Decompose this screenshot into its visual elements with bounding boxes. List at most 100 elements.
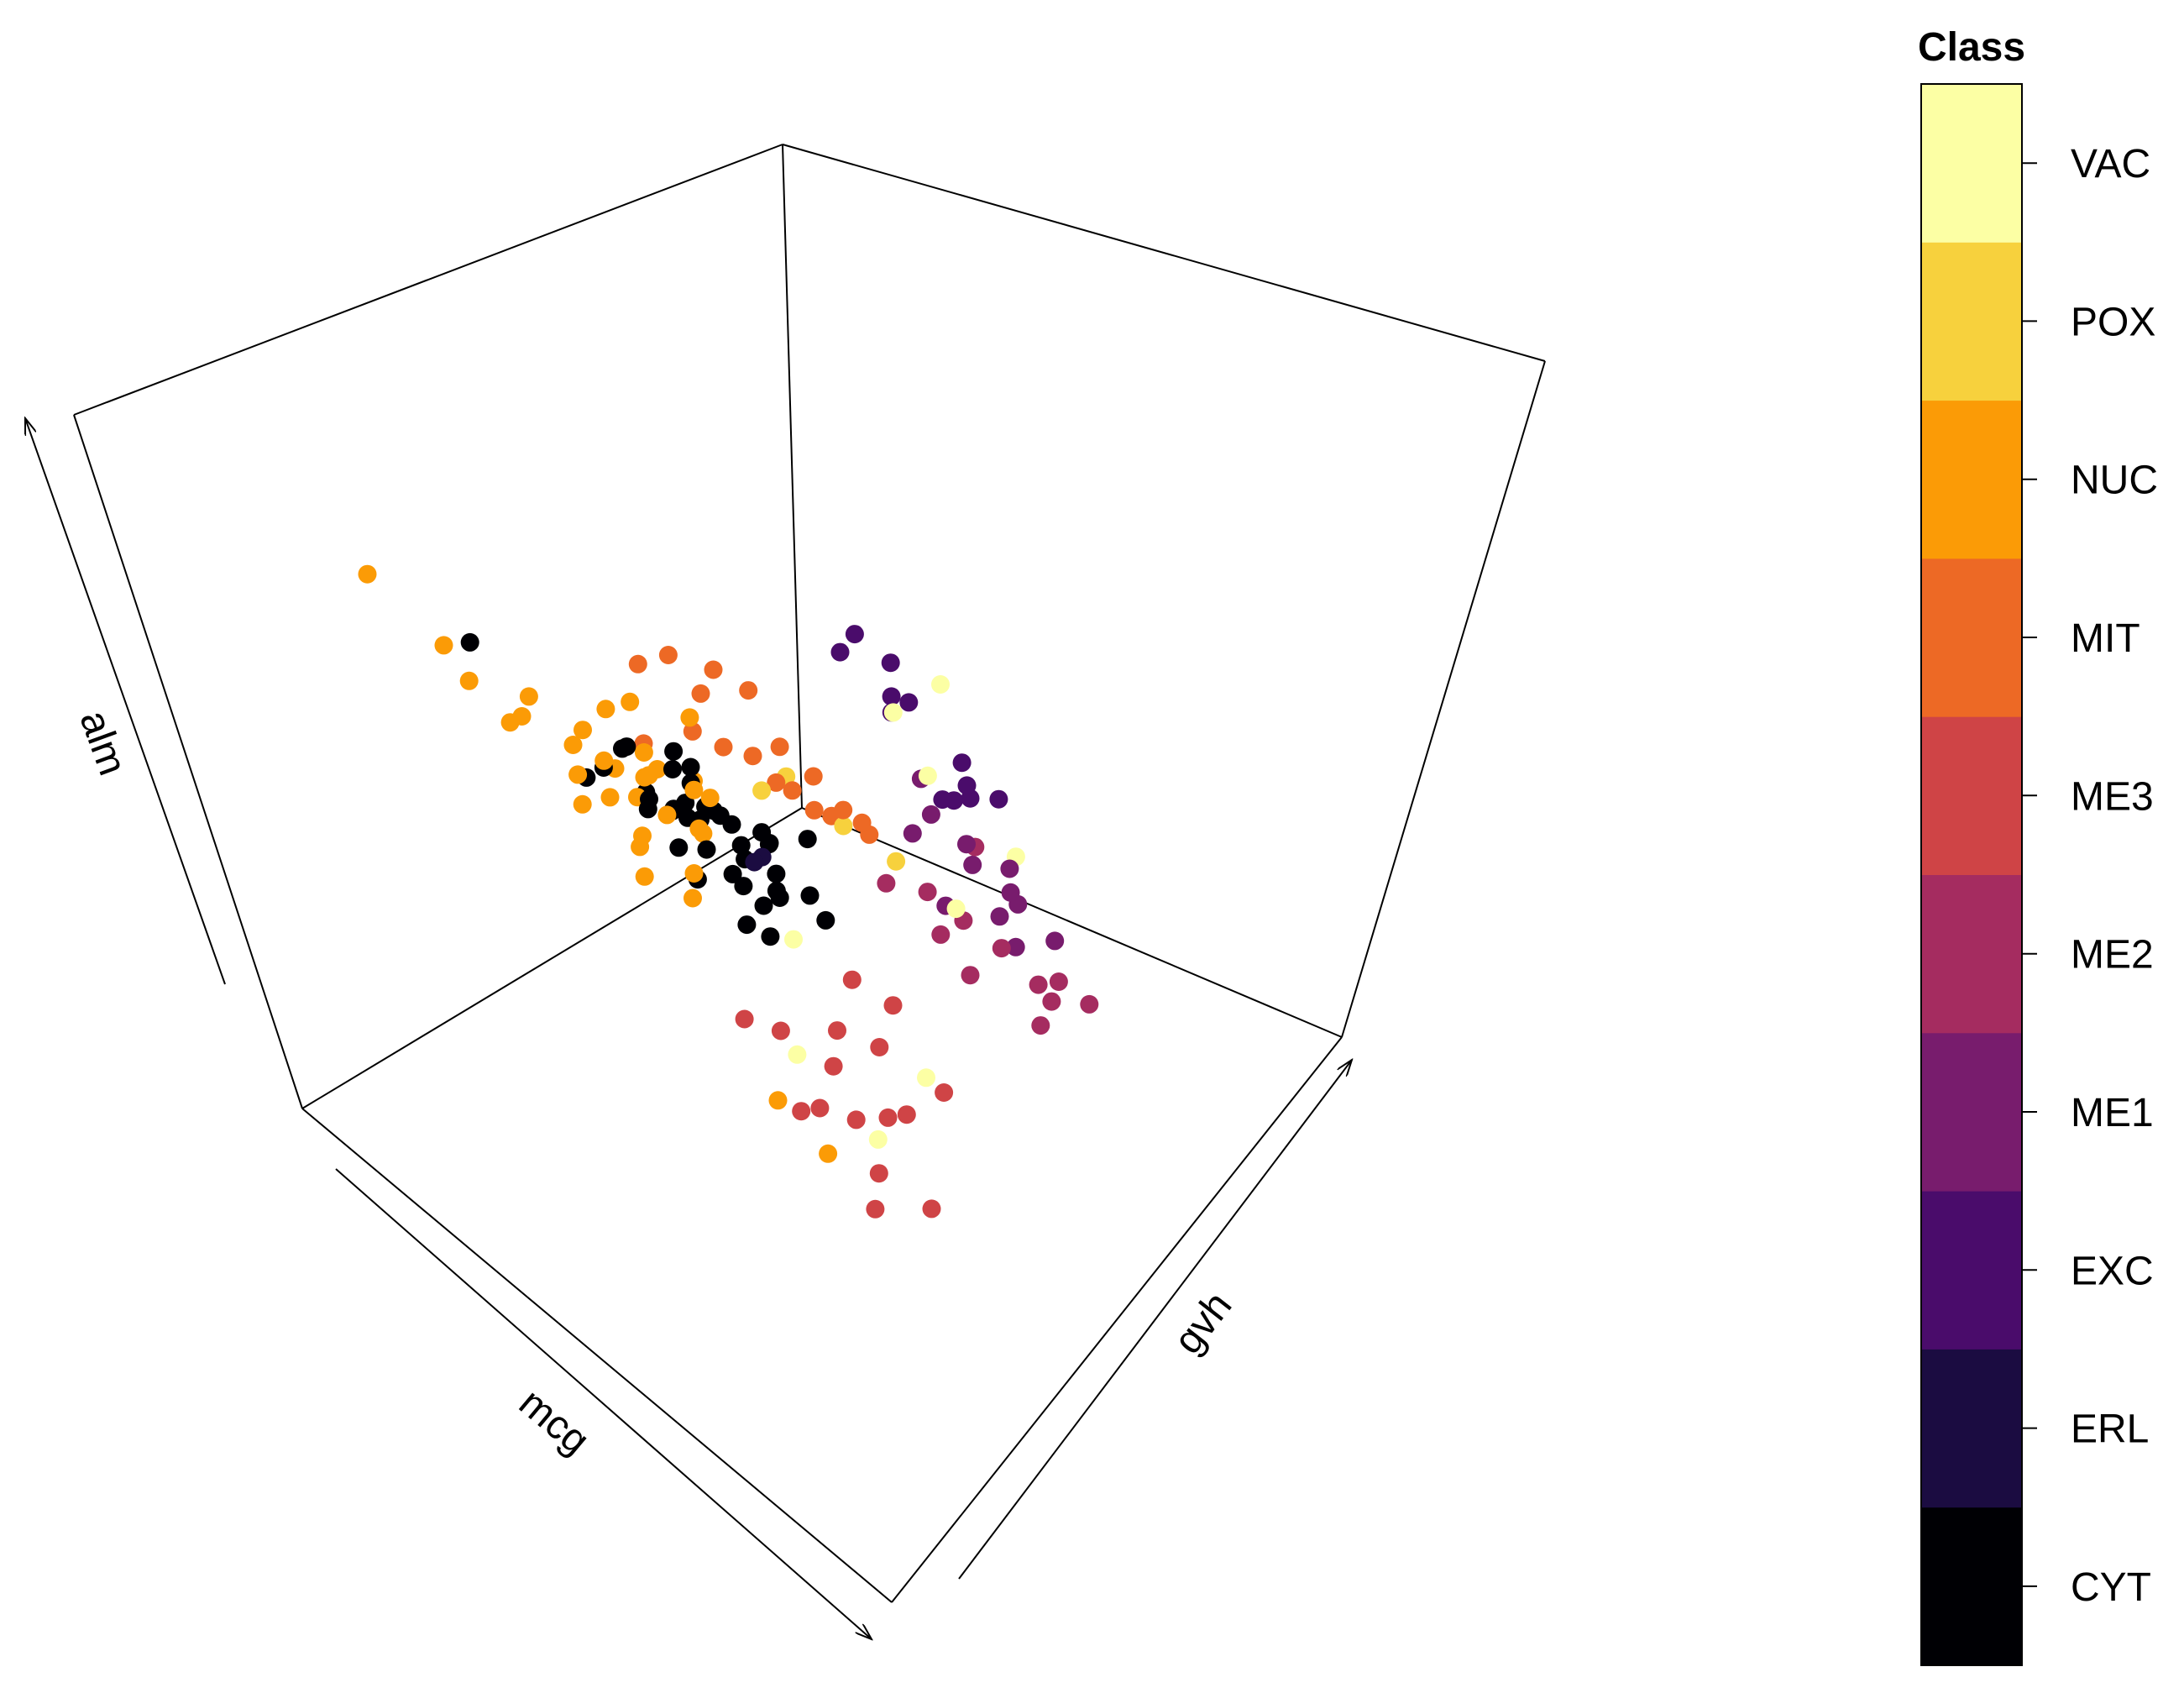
box-edge — [301, 807, 803, 1109]
legend-label-me3: ME3 — [2071, 774, 2154, 819]
data-point-mit — [804, 800, 824, 820]
box-edge — [801, 807, 1343, 1038]
data-point-me2 — [1029, 975, 1048, 994]
data-point-mit — [628, 654, 647, 674]
legend-label-exc: EXC — [2071, 1249, 2154, 1293]
data-point-me3 — [897, 1105, 916, 1124]
legend-colorbar-border — [1920, 83, 2023, 1666]
data-point-me3 — [828, 1021, 846, 1040]
data-point-nuc — [621, 692, 640, 711]
data-point-mit — [704, 660, 723, 679]
legend-swatch-cyt — [1921, 1507, 2022, 1666]
data-point-cyt — [754, 896, 773, 915]
data-point-cyt — [681, 757, 700, 777]
mcg-axis-arrow — [335, 1168, 872, 1639]
data-point-nuc — [680, 708, 699, 727]
data-point-nuc — [459, 671, 479, 690]
legend-label-cyt: CYT — [2071, 1565, 2151, 1610]
legend-label-erl: ERL — [2071, 1407, 2149, 1452]
data-point-me1 — [957, 835, 976, 854]
legend: Class CYT ERL EXC ME1 ME2 ME3 MIT NUC POX VAC — [1918, 25, 2158, 1666]
legend-swatch-exc — [1921, 1191, 2022, 1350]
data-point-nuc — [768, 1091, 788, 1110]
data-point-cyt — [710, 806, 730, 826]
data-point-me3 — [866, 1199, 885, 1219]
data-point-cyt — [664, 742, 683, 761]
data-point-nuc — [657, 805, 677, 825]
data-point-exc — [830, 642, 850, 662]
data-point-me1 — [903, 824, 922, 843]
data-point-mit — [743, 747, 762, 766]
data-point-exc — [957, 776, 977, 795]
data-point-mit — [783, 781, 802, 800]
data-point-nuc — [819, 1144, 838, 1163]
data-point-cyt — [669, 838, 689, 857]
data-point-cyt — [638, 799, 657, 819]
data-point-me1 — [1001, 883, 1020, 902]
data-point-me2 — [877, 873, 896, 893]
data-point-cyt — [734, 877, 753, 896]
data-point-nuc — [684, 780, 704, 799]
data-point-me1 — [963, 855, 982, 874]
data-point-me3 — [810, 1098, 830, 1118]
data-point-me3 — [846, 1110, 866, 1130]
gvh-axis-arrow — [958, 1060, 1352, 1580]
legend-label-me1: ME1 — [2071, 1091, 2154, 1135]
data-point-pox — [834, 816, 853, 836]
data-point-mit — [714, 737, 733, 757]
box-edge — [73, 144, 783, 416]
data-point-nuc — [634, 743, 653, 762]
data-point-me3 — [735, 1009, 754, 1029]
data-point-cyt — [798, 830, 817, 849]
data-point-me3 — [922, 1199, 941, 1219]
alm-axis-label: alm — [71, 705, 134, 781]
data-point-me3 — [883, 996, 903, 1015]
data-point-me2 — [1042, 992, 1061, 1011]
data-point-nuc — [684, 864, 704, 883]
legend-label-vac: VAC — [2071, 142, 2150, 186]
legend-label-pox: POX — [2071, 300, 2155, 344]
box-edge — [301, 1108, 893, 1603]
data-point-nuc — [573, 721, 592, 740]
data-point-mit — [770, 737, 789, 757]
data-point-vac — [918, 766, 937, 785]
gvh-axis-label: gvh — [1165, 1284, 1240, 1363]
data-point-cyt — [697, 840, 716, 859]
legend-swatch-me2 — [1921, 874, 2022, 1034]
data-point-cyt — [752, 823, 772, 842]
legend-label-me2: ME2 — [2071, 933, 2154, 978]
data-point-me1 — [1006, 937, 1025, 957]
data-point-nuc — [358, 564, 377, 584]
alm-axis-arrow — [25, 418, 226, 985]
data-point-nuc — [519, 687, 538, 706]
data-point-nuc — [689, 819, 709, 838]
data-point-nuc — [700, 789, 720, 808]
legend-swatch-me3 — [1921, 716, 2022, 875]
data-point-nuc — [635, 867, 654, 886]
data-point-nuc — [631, 837, 650, 857]
box-frame — [73, 144, 1546, 1603]
data-point-me3 — [870, 1038, 889, 1056]
legend-swatch-pox — [1921, 242, 2022, 401]
scatter-points — [358, 564, 1099, 1219]
data-point-vac — [784, 930, 803, 949]
data-point-nuc — [594, 751, 614, 770]
data-point-exc — [933, 790, 952, 810]
data-point-me3 — [824, 1056, 843, 1076]
data-point-nuc — [434, 636, 453, 655]
data-point-me1 — [921, 805, 940, 824]
data-point-cyt — [663, 760, 682, 778]
data-point-vac — [931, 675, 950, 694]
legend-swatch-erl — [1921, 1349, 2022, 1508]
box-edge — [782, 144, 1546, 362]
data-point-cyt — [770, 888, 789, 907]
data-point-cyt — [460, 632, 479, 652]
box-edge — [73, 414, 303, 1109]
data-point-me2 — [1049, 972, 1068, 991]
data-point-pox — [887, 852, 906, 871]
data-point-me2 — [961, 966, 980, 985]
data-point-me2 — [1031, 1016, 1050, 1035]
legend-title: Class — [1918, 25, 2025, 70]
data-point-exc — [952, 753, 972, 773]
